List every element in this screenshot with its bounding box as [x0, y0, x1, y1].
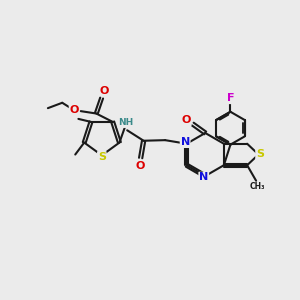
Text: O: O [99, 85, 109, 95]
Text: O: O [136, 160, 145, 170]
Text: F: F [227, 93, 234, 103]
Text: O: O [182, 116, 191, 125]
Text: O: O [70, 105, 79, 115]
Text: N: N [199, 172, 208, 182]
Text: CH₃: CH₃ [250, 182, 265, 191]
Text: S: S [256, 149, 264, 160]
Text: S: S [98, 152, 106, 162]
Text: NH: NH [118, 118, 133, 127]
Text: N: N [181, 137, 190, 147]
